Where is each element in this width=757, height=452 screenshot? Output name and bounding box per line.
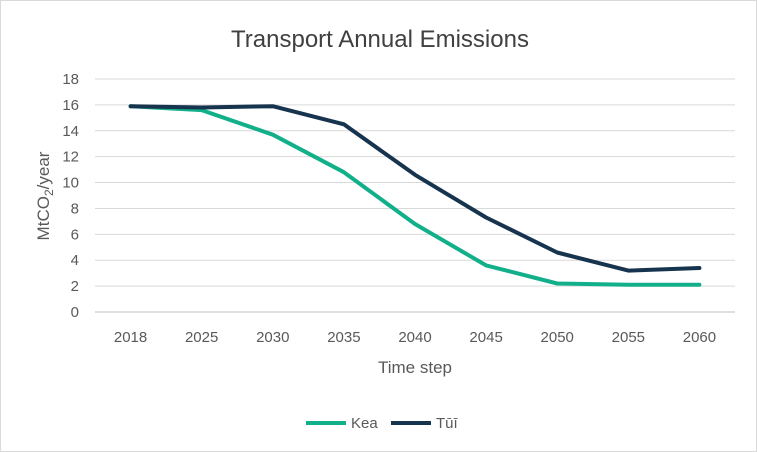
- y-tick-label: 0: [71, 304, 79, 321]
- y-tick-label: 18: [62, 71, 79, 88]
- x-tick-label: 2050: [541, 329, 574, 346]
- legend-label: Kea: [351, 415, 378, 432]
- y-axis-label-subscript: 2: [42, 189, 56, 196]
- y-tick-label: 10: [62, 175, 79, 192]
- x-axis-label: Time step: [378, 358, 452, 377]
- x-tick-label: 2055: [612, 329, 645, 346]
- y-tick-label: 16: [62, 97, 79, 114]
- legend-label: Tūī: [436, 415, 459, 432]
- legend: Kea Tūī: [306, 415, 459, 432]
- series-line-tūī: [128, 104, 702, 273]
- y-axis-label-prefix: MtCO: [34, 196, 53, 240]
- x-axis-ticks: 2018 2025 2030 2035 2040 2045 2050 2055 2060: [114, 329, 716, 346]
- y-tick-label: 2: [71, 278, 79, 295]
- chart-title: Transport Annual Emissions: [231, 26, 529, 53]
- y-tick-label: 14: [62, 123, 79, 140]
- y-axis-label-suffix: /year: [34, 151, 53, 189]
- gridlines: [95, 78, 735, 313]
- x-tick-label: 2060: [683, 329, 716, 346]
- x-tick-label: 2030: [256, 329, 289, 346]
- y-tick-label: 6: [71, 226, 79, 243]
- y-axis-ticks: 0 2 4 6 8 10 12 14 16 18: [62, 71, 79, 321]
- y-tick-label: 4: [71, 252, 79, 269]
- series-line-kea: [128, 104, 702, 287]
- y-axis-label: MtCO2/year: [34, 151, 56, 240]
- x-tick-label: 2045: [469, 329, 502, 346]
- x-tick-label: 2018: [114, 329, 147, 346]
- y-tick-label: 12: [62, 149, 79, 166]
- x-tick-label: 2035: [327, 329, 360, 346]
- x-tick-label: 2040: [398, 329, 431, 346]
- series-lines: [128, 104, 702, 287]
- y-tick-label: 8: [71, 200, 79, 217]
- x-tick-label: 2025: [185, 329, 218, 346]
